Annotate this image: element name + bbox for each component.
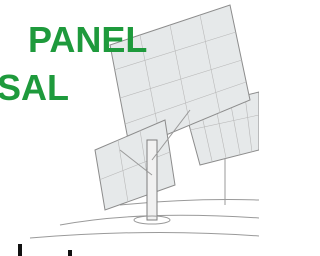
ground [30, 200, 259, 238]
headline-line-1: PANEL [28, 19, 147, 60]
illustration: PANEL SAL [0, 0, 259, 256]
headline-line-2: SAL [0, 67, 69, 108]
partial-glyph [68, 250, 72, 256]
page: PANEL SAL (() => { const data = JSON.par… [0, 0, 259, 256]
partial-glyph [18, 244, 22, 256]
